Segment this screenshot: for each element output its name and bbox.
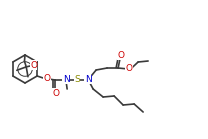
Text: O: O (126, 64, 133, 73)
Text: N: N (63, 75, 69, 84)
Text: O: O (52, 89, 59, 97)
Text: O: O (43, 74, 50, 83)
Text: S: S (74, 75, 80, 84)
Text: O: O (118, 50, 125, 59)
Text: N: N (85, 75, 92, 84)
Text: O: O (30, 61, 37, 70)
